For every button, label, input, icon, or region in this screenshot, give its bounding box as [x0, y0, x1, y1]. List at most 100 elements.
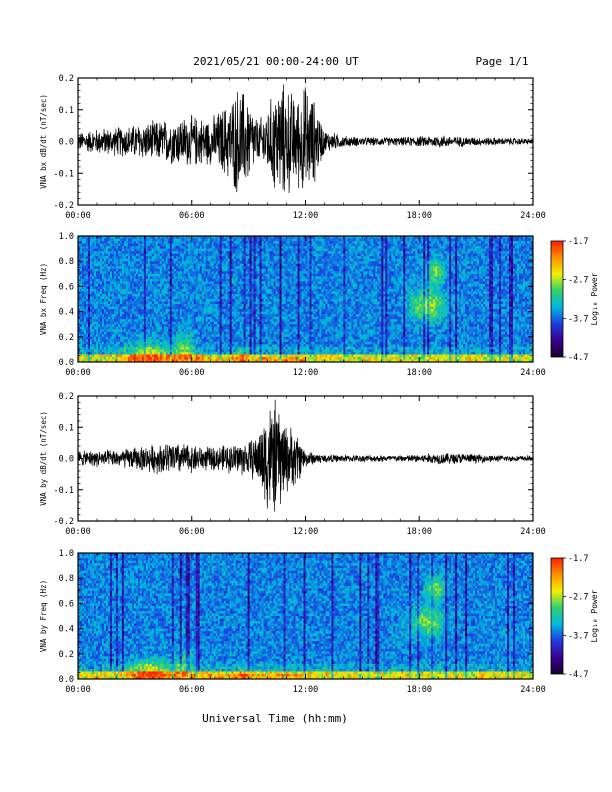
spectrogram-cell [151, 346, 155, 350]
spectrogram-cell [103, 266, 107, 270]
spectrogram-cell [121, 238, 125, 242]
spectrogram-cell [111, 329, 115, 333]
spectrogram-cell [97, 319, 101, 323]
y-axis-label: VNA bx dB/dt (nT/sec) [39, 94, 48, 189]
spectrogram-cell [179, 334, 183, 338]
spectrogram-cell [203, 329, 207, 333]
spectrogram-cell [231, 243, 235, 247]
spectrogram-cell [149, 344, 153, 348]
spectrogram-cell [239, 334, 243, 338]
spectrogram-cell [153, 311, 157, 315]
spectrogram-cell [93, 281, 97, 285]
spectrogram-cell [217, 273, 221, 277]
spectrogram-cell [267, 288, 271, 293]
spectrogram-cell [155, 271, 159, 275]
spectrogram-cell [167, 304, 171, 308]
spectrogram-cell [179, 253, 183, 257]
spectrogram-cell [165, 263, 169, 267]
spectrogram-cell [205, 334, 209, 338]
spectrogram-cell [263, 271, 267, 275]
spectrogram-cell [211, 306, 215, 310]
spectrogram-cell [169, 309, 173, 313]
spectrogram-cell [103, 324, 107, 328]
spectrogram-cell [189, 268, 193, 272]
spectrogram-cell [249, 288, 253, 293]
spectrogram-cell [249, 291, 253, 295]
spectrogram-cell [141, 306, 145, 310]
spectrogram-cell [80, 329, 83, 333]
spectrogram-cell [243, 261, 247, 265]
spectrogram-cell [143, 261, 147, 265]
spectrogram-cell [245, 281, 249, 285]
spectrogram-cell [213, 263, 217, 267]
spectrogram-cell [101, 238, 105, 242]
spectrogram-cell [131, 319, 135, 323]
spectrogram-cell [147, 266, 151, 270]
spectrogram-cell [89, 314, 93, 318]
spectrogram-cell [219, 324, 223, 328]
spectrogram-cell [259, 316, 263, 320]
spectrogram-cell [245, 354, 249, 358]
spectrogram-cell [137, 271, 141, 275]
spectrogram-cell [153, 293, 157, 298]
spectrogram-cell [249, 281, 253, 285]
spectrogram-cell [137, 331, 141, 335]
spectrogram-cell [187, 283, 191, 287]
spectrogram-cell [189, 356, 193, 361]
spectrogram-cell [127, 359, 131, 362]
spectrogram-cell [147, 321, 151, 325]
spectrogram-cell [165, 316, 169, 320]
spectrogram-cell [231, 344, 235, 348]
spectrogram-cell [193, 273, 197, 277]
spectrogram-cell [247, 306, 251, 310]
spectrogram-cell [123, 258, 127, 262]
spectrogram-cell [229, 266, 233, 270]
spectrogram-cell [149, 319, 153, 323]
spectrogram-cell [239, 281, 243, 285]
spectrogram-cell [125, 336, 129, 340]
spectrogram-cell [129, 248, 133, 252]
spectrogram-cell [163, 281, 167, 285]
spectrogram-cell [103, 278, 107, 282]
spectrogram-cell [143, 329, 147, 333]
spectrogram-cell [89, 326, 93, 330]
spectrogram-cell [157, 349, 161, 353]
spectrogram-cell [229, 346, 233, 350]
spectrogram-cell [171, 346, 175, 350]
spectrogram-cell [235, 326, 239, 330]
spectrogram-cell [105, 324, 109, 328]
spectrogram-cell [113, 273, 117, 277]
spectrogram-cell [217, 238, 221, 242]
spectrogram-cell [237, 273, 241, 277]
spectrogram-cell [165, 314, 169, 318]
spectrogram-cell [91, 301, 95, 305]
spectrogram-cell [191, 301, 195, 305]
spectrogram-cell [189, 304, 193, 308]
spectrogram-cell [215, 341, 219, 345]
spectrogram-cell [107, 301, 111, 305]
spectrogram-cell [83, 316, 87, 320]
spectrogram-cell [215, 344, 219, 348]
spectrogram-cell [231, 253, 235, 257]
spectrogram-cell [123, 314, 127, 318]
spectrogram-cell [93, 243, 97, 247]
spectrogram-cell [127, 344, 131, 348]
spectrogram-cell [231, 296, 235, 300]
spectrogram-cell [185, 326, 189, 330]
spectrogram-cell [81, 329, 85, 333]
spectrogram-cell [213, 256, 217, 260]
spectrogram-cell [179, 238, 183, 242]
spectrogram-cell [191, 314, 195, 318]
spectrogram-cell [133, 288, 137, 293]
spectrogram-cell [125, 293, 129, 298]
spectrogram-cell [153, 344, 157, 348]
spectrogram-cell [89, 261, 93, 265]
spectrogram-cell [113, 263, 117, 267]
spectrogram-cell [249, 253, 253, 257]
spectrogram-cell [233, 291, 237, 295]
spectrogram-cell [235, 283, 239, 287]
spectrogram-cell [107, 281, 111, 285]
spectrogram-cell [215, 301, 219, 305]
spectrogram-cell [83, 283, 87, 287]
spectrogram-cell [109, 301, 113, 305]
